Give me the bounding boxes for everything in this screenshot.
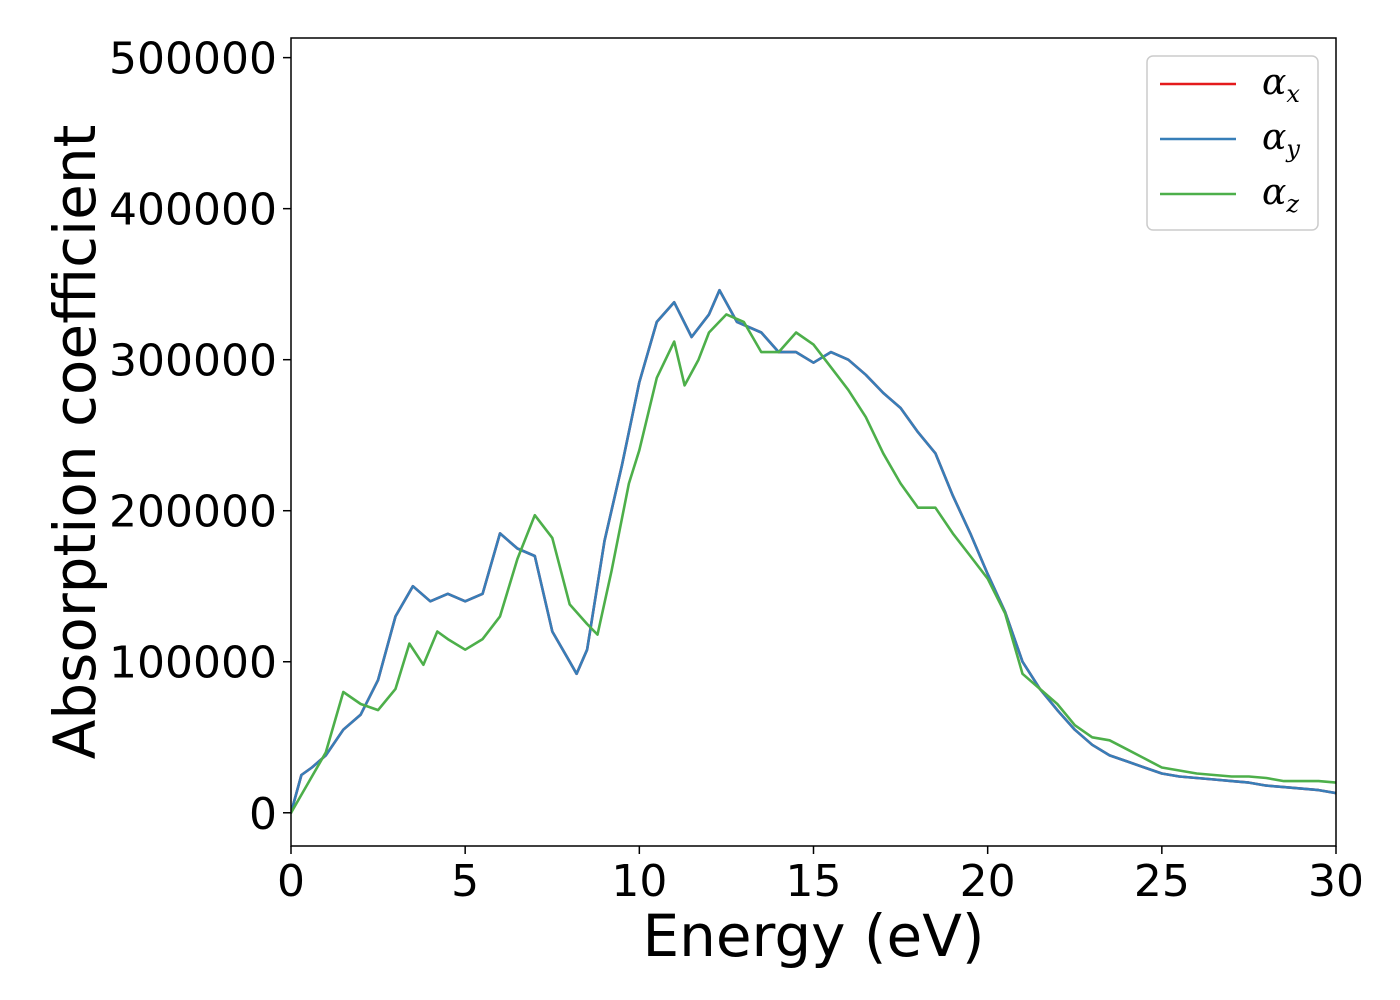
- y-axis-title: Absorption coefficient: [41, 125, 109, 760]
- x-axis: 0 5 10 15 20 25 30: [277, 846, 1364, 907]
- x-tick-label: 15: [786, 856, 842, 907]
- x-tick-label: 20: [960, 856, 1016, 907]
- y-tick-label: 100000: [109, 638, 277, 689]
- y-tick-label: 400000: [109, 185, 277, 236]
- legend-symbol: α: [1262, 172, 1286, 213]
- series-line-z: [291, 313, 1336, 815]
- x-tick-label: 10: [611, 856, 667, 907]
- legend-subscript: z: [1285, 190, 1299, 218]
- y-tick-label: 0: [249, 789, 277, 840]
- y-tick-label: 200000: [109, 487, 277, 538]
- series-line-x: [291, 288, 1336, 815]
- series-layer: [291, 288, 1336, 815]
- x-axis-title: Energy (eV): [642, 902, 984, 970]
- y-axis: 0 100000 200000 300000 400000 500000: [109, 34, 291, 840]
- legend-symbol: α: [1262, 117, 1286, 158]
- x-tick-label: 25: [1134, 856, 1190, 907]
- legend-label-y: αy: [1262, 117, 1300, 163]
- x-tick-label: 5: [451, 856, 479, 907]
- x-tick-label: 30: [1308, 856, 1364, 907]
- legend-subscript: y: [1285, 135, 1300, 163]
- series-line-y: [291, 288, 1336, 815]
- legend-box: [1146, 55, 1319, 231]
- legend-label-x: αx: [1262, 62, 1300, 108]
- legend-label-z: αz: [1262, 172, 1299, 218]
- y-tick-label: 300000: [109, 336, 277, 387]
- x-tick-label: 0: [277, 856, 305, 907]
- legend-subscript: x: [1286, 80, 1300, 108]
- legend-symbol: α: [1262, 62, 1286, 103]
- y-tick-label: 500000: [109, 34, 277, 85]
